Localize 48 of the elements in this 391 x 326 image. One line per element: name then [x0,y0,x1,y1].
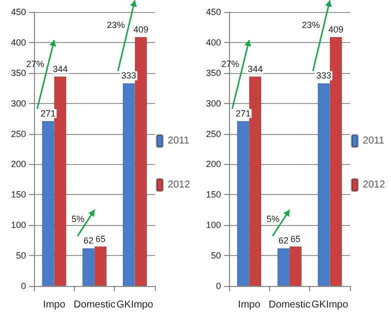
data-label: 344 [52,64,68,74]
x-tick-label: GKImpo [116,300,154,310]
y-tick-label: 250 [206,128,221,139]
data-label: 62 [278,236,288,246]
x-tick-label: Impo [238,300,261,310]
annotation: 27% [26,59,44,70]
x-tick-label: GKImpo [311,300,349,310]
y-tick-label: 200 [206,159,221,170]
data-label: 62 [83,236,94,246]
legend-label: 2011 [362,136,385,146]
y-tick-label: 150 [10,190,26,200]
legend-label: 2012 [362,180,386,190]
y-tick-label: 100 [206,220,221,230]
data-label: 65 [96,234,106,244]
annotation: 23% [302,20,320,30]
data-label: 409 [328,24,344,34]
y-tick-label: 400 [10,37,26,48]
data-label: 333 [316,70,332,81]
y-tick-label: 200 [10,159,26,170]
y-tick-label: 300 [10,98,26,108]
annotation: 5% [72,214,85,224]
y-tick-label: 0 [20,281,26,291]
y-tick-label: 350 [10,68,26,78]
y-tick-label: 400 [206,37,221,48]
y-tick-label: 100 [10,220,26,230]
y-tick-label: 50 [210,250,221,261]
y-tick-label: 450 [10,7,26,17]
data-label: 271 [40,108,56,118]
data-label: 271 [236,108,251,118]
y-tick-label: 50 [16,250,26,261]
y-tick-label: 0 [216,281,221,291]
legend-label: 2011 [168,136,190,146]
y-tick-label: 250 [10,128,26,139]
legend-label: 2012 [168,180,190,190]
y-tick-label: 350 [206,68,221,78]
y-tick-label: 450 [206,7,221,17]
x-tick-label: Domestic [268,300,310,310]
data-label: 344 [248,64,263,74]
data-label: 333 [121,70,136,81]
x-tick-label: Impo [43,300,66,310]
y-tick-label: 150 [206,190,221,200]
annotation: 27% [221,59,240,70]
data-label: 65 [290,234,301,244]
x-tick-label: Domestic [74,300,116,310]
data-label: 409 [133,24,148,34]
y-tick-label: 300 [206,98,221,108]
annotation: 5% [266,214,280,224]
annotation: 23% [106,20,125,30]
